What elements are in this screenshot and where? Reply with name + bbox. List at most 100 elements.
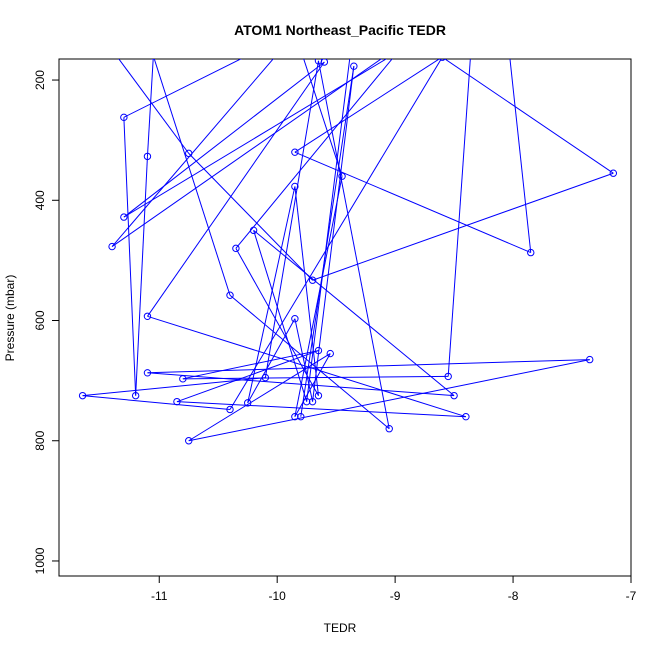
data-point-0-46	[291, 315, 299, 323]
y-tick-label-4: 1000	[33, 547, 47, 574]
data-point-0-28	[320, 59, 329, 66]
x-tick-label-0: -11	[151, 589, 168, 603]
series-segment-0-45	[247, 318, 296, 404]
series-segment-0-30	[176, 401, 466, 418]
series-segment-0-28	[147, 61, 325, 317]
data-point-0-13	[131, 391, 140, 400]
data-point-0-16	[338, 172, 346, 180]
y-tick-label-3: 800	[33, 430, 47, 450]
series-segment-0-44	[247, 186, 296, 403]
data-point-0-12	[143, 152, 152, 161]
data-point-0-22	[450, 391, 458, 400]
data-point-0-32	[314, 346, 323, 355]
series-layer	[78, 59, 618, 445]
series-segment-0-37	[509, 59, 532, 253]
series-segment-0-0	[118, 59, 190, 154]
series-segment-0-2	[312, 172, 614, 281]
series-segment-0-29	[147, 315, 467, 418]
data-point-0-36	[291, 148, 299, 156]
data-point-0-4	[439, 59, 446, 61]
series-segment-0-43	[294, 186, 319, 396]
series-segment-0-24	[306, 59, 351, 402]
data-point-0-10	[226, 291, 234, 299]
data-point-0-42	[232, 244, 240, 253]
series-segment-0-22	[253, 229, 455, 397]
data-point-0-40	[108, 242, 116, 251]
series-segment-0-16	[294, 176, 343, 417]
x-tick-label-1: -10	[269, 589, 287, 603]
y-tick-label-1: 400	[33, 190, 47, 210]
data-point-0-17	[291, 412, 299, 421]
series-segment-0-41	[235, 59, 393, 249]
series-segment-0-23	[253, 230, 308, 402]
series-segment-0-8	[317, 60, 390, 429]
chart-title: ATOM1 Northeast_Pacific TEDR	[234, 22, 446, 38]
series-segment-0-14	[123, 59, 242, 118]
series-segment-0-15	[303, 59, 343, 177]
data-point-0-1	[185, 149, 193, 158]
data-point-0-11	[151, 59, 156, 60]
y-axis-label: Pressure (mbar)	[3, 275, 17, 362]
series-segment-0-35	[294, 59, 441, 153]
data-point-0-18	[326, 349, 334, 358]
x-tick-label-4: -7	[626, 589, 637, 603]
data-point-0-37	[527, 248, 535, 257]
series-segment-0-31	[176, 350, 319, 403]
data-point-0-21	[143, 369, 152, 377]
data-point-0-23	[249, 226, 258, 235]
data-point-0-44	[291, 182, 299, 191]
series-segment-0-40	[111, 59, 382, 247]
data-point-0-45	[244, 399, 252, 407]
x-axis: -11 -10 -9 -8 -7	[151, 575, 637, 603]
series-segment-0-18	[188, 353, 331, 442]
data-point-0-6	[78, 391, 87, 400]
series-segment-0-27	[123, 61, 325, 218]
series-segment-0-19	[188, 359, 590, 442]
series-segment-0-6	[82, 377, 266, 397]
data-point-0-24	[302, 397, 311, 406]
data-point-0-43	[314, 391, 323, 400]
data-point-0-47	[308, 397, 317, 406]
x-tick-label-2: -9	[390, 589, 401, 603]
x-axis-label: TEDR	[324, 621, 357, 635]
series-segment-0-20	[147, 359, 590, 374]
data-point-0-31	[173, 397, 181, 406]
data-point-0-7	[261, 373, 270, 382]
y-tick-label-2: 600	[33, 310, 47, 330]
series-segment-0-12	[135, 156, 148, 396]
data-point-0-34	[444, 372, 452, 381]
data-point-0-27	[120, 213, 128, 221]
series-segment-0-13	[123, 117, 137, 396]
y-tick-label-0: 200	[33, 70, 47, 90]
series-segment-0-11	[146, 59, 154, 157]
series-segment-0-10	[153, 59, 231, 296]
series-segment-0-4	[229, 59, 442, 410]
data-point-0-19	[185, 437, 193, 445]
series-segment-0-42	[235, 248, 319, 396]
series-segment-0-3	[444, 59, 614, 174]
data-point-0-5	[226, 405, 234, 414]
data-point-0-20	[586, 355, 594, 364]
x-tick-label-3: -8	[508, 589, 519, 603]
data-point-0-49	[297, 412, 305, 421]
data-point-0-29	[143, 312, 152, 320]
series-segment-0-36	[294, 151, 531, 254]
data-point-0-9	[385, 425, 393, 433]
data-point-0-33	[179, 375, 187, 383]
series-segment-0-34	[447, 59, 471, 377]
series-segment-0-46	[294, 318, 314, 402]
data-point-0-30	[462, 412, 470, 421]
data-point-0-2	[308, 276, 317, 284]
y-axis: 200 400 600 800 1000	[33, 70, 60, 574]
series-segment-0-7	[264, 60, 319, 378]
series-segment-0-5	[82, 395, 231, 410]
series-segment-0-47	[312, 66, 355, 402]
data-point-0-3	[609, 169, 618, 177]
series-segment-0-39	[111, 59, 274, 247]
data-point-0-14	[120, 113, 128, 122]
series-segment-0-1	[188, 153, 313, 281]
series-segment-0-9	[229, 294, 390, 430]
series-segment-0-48	[300, 66, 355, 417]
